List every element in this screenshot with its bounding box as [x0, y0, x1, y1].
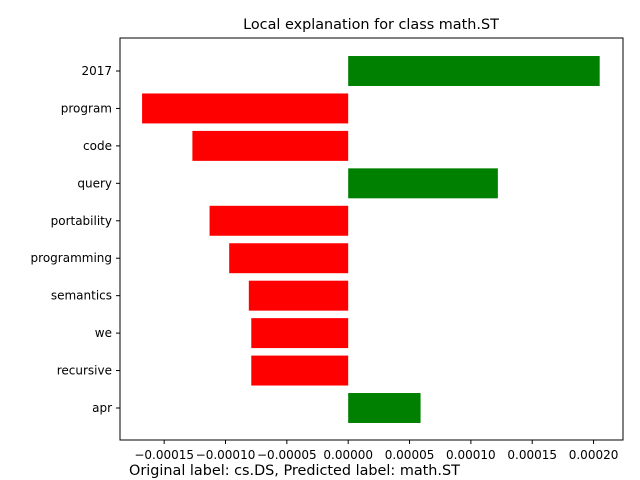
y-tick-label: 2017	[81, 64, 112, 78]
y-axis-ticks: 2017 program code query portability programmi…	[31, 64, 120, 415]
y-tick-label: recursive	[57, 364, 112, 378]
y-tick-label: we	[95, 326, 112, 340]
bar-programming	[229, 243, 349, 274]
y-tick-label: semantics	[51, 289, 112, 303]
x-tick-label: 0.00015	[507, 448, 557, 462]
plot-frame	[119, 37, 624, 441]
x-tick-label: 0.00005	[385, 448, 435, 462]
bar-query	[348, 168, 498, 199]
bar-recursive	[251, 355, 349, 386]
y-tick-label: query	[77, 176, 112, 190]
x-tick-label: −0.00010	[196, 448, 256, 462]
bar-semantics	[248, 280, 349, 311]
bar-program	[142, 93, 349, 124]
x-axis-ticks: −0.00015 −0.00010 −0.00005 0.00000 0.00005 0.…	[134, 440, 618, 462]
x-tick-label: −0.00015	[134, 448, 194, 462]
bar-code	[192, 130, 349, 161]
x-tick-label: 0.00020	[569, 448, 619, 462]
bar-portability	[209, 205, 349, 236]
x-tick-label: 0.00000	[323, 448, 373, 462]
y-tick-label: apr	[92, 401, 112, 415]
chart-title: Local explanation for class math.ST	[243, 17, 499, 33]
y-tick-label: program	[61, 101, 112, 115]
y-tick-label: programming	[31, 251, 112, 265]
bar-apr	[348, 393, 421, 423]
bar-we	[251, 318, 349, 349]
x-tick-label: 0.00010	[446, 448, 496, 462]
bars	[142, 56, 600, 423]
y-tick-label: code	[83, 139, 112, 153]
x-tick-label: −0.00005	[257, 448, 317, 462]
bar-2017	[348, 56, 600, 86]
chart-caption: Original label: cs.DS, Predicted label: …	[129, 463, 460, 479]
y-tick-label: portability	[51, 214, 112, 228]
